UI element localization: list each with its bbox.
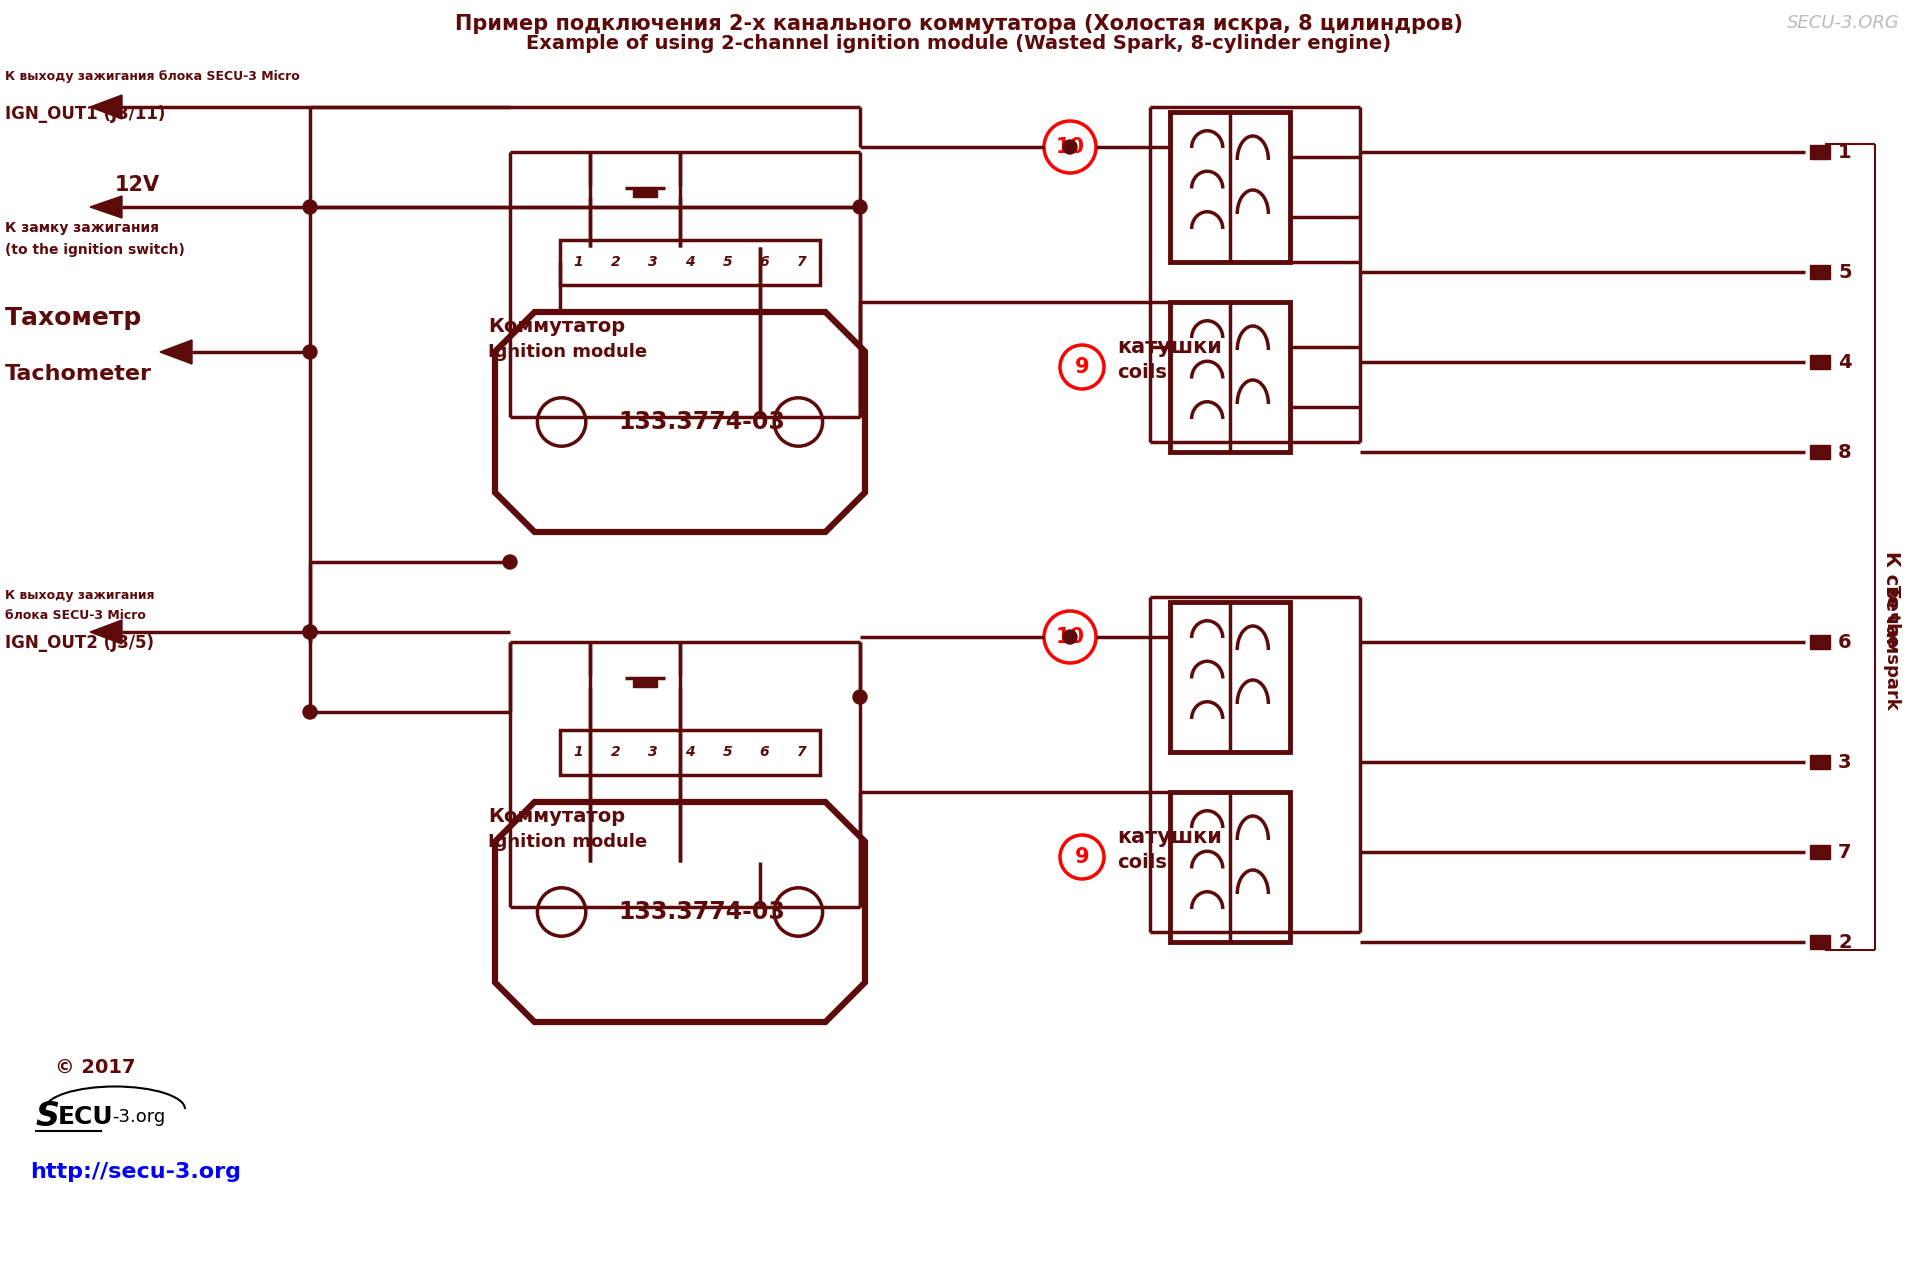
Text: 2: 2 [1837, 933, 1851, 952]
Text: катушки: катушки [1116, 337, 1222, 357]
Circle shape [854, 199, 867, 215]
Bar [633, 678, 658, 687]
Polygon shape [90, 95, 123, 119]
Text: Тахометр: Тахометр [6, 305, 142, 329]
Text: coils: coils [1116, 853, 1166, 872]
Text: 9: 9 [1074, 357, 1089, 377]
Text: 5: 5 [1837, 262, 1851, 281]
Text: К замку зажигания: К замку зажигания [6, 221, 159, 235]
Text: 6: 6 [1837, 632, 1851, 651]
Text: 6: 6 [760, 745, 769, 758]
Text: SECU-3.ORG: SECU-3.ORG [1788, 14, 1901, 32]
Text: 4: 4 [685, 255, 694, 269]
Text: 7: 7 [1837, 843, 1851, 862]
Bar [1170, 793, 1291, 941]
Polygon shape [159, 339, 192, 363]
Text: 5: 5 [723, 255, 733, 269]
Bar [560, 240, 821, 284]
Text: Коммутатор: Коммутатор [487, 318, 625, 337]
Text: 133.3774-03: 133.3774-03 [620, 900, 786, 924]
Bar [1811, 846, 1830, 859]
Bar [1811, 935, 1830, 949]
Text: 3: 3 [1837, 752, 1851, 771]
Text: 3: 3 [648, 745, 658, 758]
Text: 7: 7 [796, 745, 806, 758]
Bar [1811, 635, 1830, 649]
Text: ECU: ECU [58, 1106, 113, 1129]
Text: (to the ignition switch): (to the ignition switch) [6, 244, 184, 257]
Text: 3: 3 [648, 255, 658, 269]
Bar [560, 729, 821, 775]
Circle shape [503, 555, 518, 569]
Text: To the spark: To the spark [1883, 584, 1901, 709]
Text: 7: 7 [796, 255, 806, 269]
Text: Example of using 2-channel ignition module (Wasted Spark, 8-cylinder engine): Example of using 2-channel ignition modu… [526, 34, 1392, 53]
Bar [1811, 755, 1830, 769]
Text: Пример подключения 2-х канального коммутатора (Холостая искра, 8 цилиндров): Пример подключения 2-х канального коммут… [455, 14, 1463, 34]
Text: 6: 6 [760, 255, 769, 269]
Bar [1811, 145, 1830, 159]
Text: © 2017: © 2017 [56, 1058, 136, 1076]
Text: К свечам: К свечам [1882, 550, 1901, 654]
Text: 1: 1 [573, 255, 583, 269]
Text: 5: 5 [723, 745, 733, 758]
Text: -3.org: -3.org [111, 1108, 165, 1126]
Text: 12V: 12V [115, 175, 159, 196]
Bar [1811, 265, 1830, 279]
Circle shape [303, 625, 316, 639]
Text: Ignition module: Ignition module [487, 833, 646, 851]
Bar [1811, 355, 1830, 369]
Text: Ignition module: Ignition module [487, 343, 646, 361]
Text: катушки: катушки [1116, 827, 1222, 847]
Text: Коммутатор: Коммутатор [487, 808, 625, 827]
Text: 133.3774-03: 133.3774-03 [620, 410, 786, 434]
Text: блока SECU-3 Micro: блока SECU-3 Micro [6, 610, 146, 622]
Bar [633, 188, 658, 197]
Text: 10: 10 [1055, 138, 1084, 156]
Text: IGN_OUT2 (J3/5): IGN_OUT2 (J3/5) [6, 634, 153, 652]
Bar [1170, 112, 1291, 262]
Text: 4: 4 [685, 745, 694, 758]
Polygon shape [90, 196, 123, 218]
Circle shape [854, 690, 867, 704]
Circle shape [1063, 140, 1078, 154]
Bar [1811, 445, 1830, 459]
Text: 9: 9 [1074, 847, 1089, 867]
Polygon shape [90, 620, 123, 644]
Text: Tachometer: Tachometer [6, 363, 152, 384]
Circle shape [303, 625, 316, 639]
Text: S: S [35, 1100, 59, 1133]
Circle shape [303, 705, 316, 719]
Text: 1: 1 [573, 745, 583, 758]
Text: 1: 1 [1837, 143, 1851, 162]
Bar [1170, 602, 1291, 752]
Circle shape [1063, 630, 1078, 644]
Text: 4: 4 [1837, 352, 1851, 371]
Circle shape [303, 199, 316, 215]
Text: IGN_OUT1 (J3/11): IGN_OUT1 (J3/11) [6, 105, 165, 122]
Text: 10: 10 [1055, 627, 1084, 647]
Circle shape [303, 345, 316, 358]
Text: К выходу зажигания: К выходу зажигания [6, 589, 155, 602]
Text: coils: coils [1116, 362, 1166, 381]
Text: 8: 8 [1837, 443, 1851, 462]
Text: 2: 2 [612, 255, 621, 269]
Text: http://secu-3.org: http://secu-3.org [31, 1162, 242, 1182]
Text: 2: 2 [612, 745, 621, 758]
Bar [1170, 302, 1291, 452]
Text: К выходу зажигания блока SECU-3 Micro: К выходу зажигания блока SECU-3 Micro [6, 69, 299, 83]
